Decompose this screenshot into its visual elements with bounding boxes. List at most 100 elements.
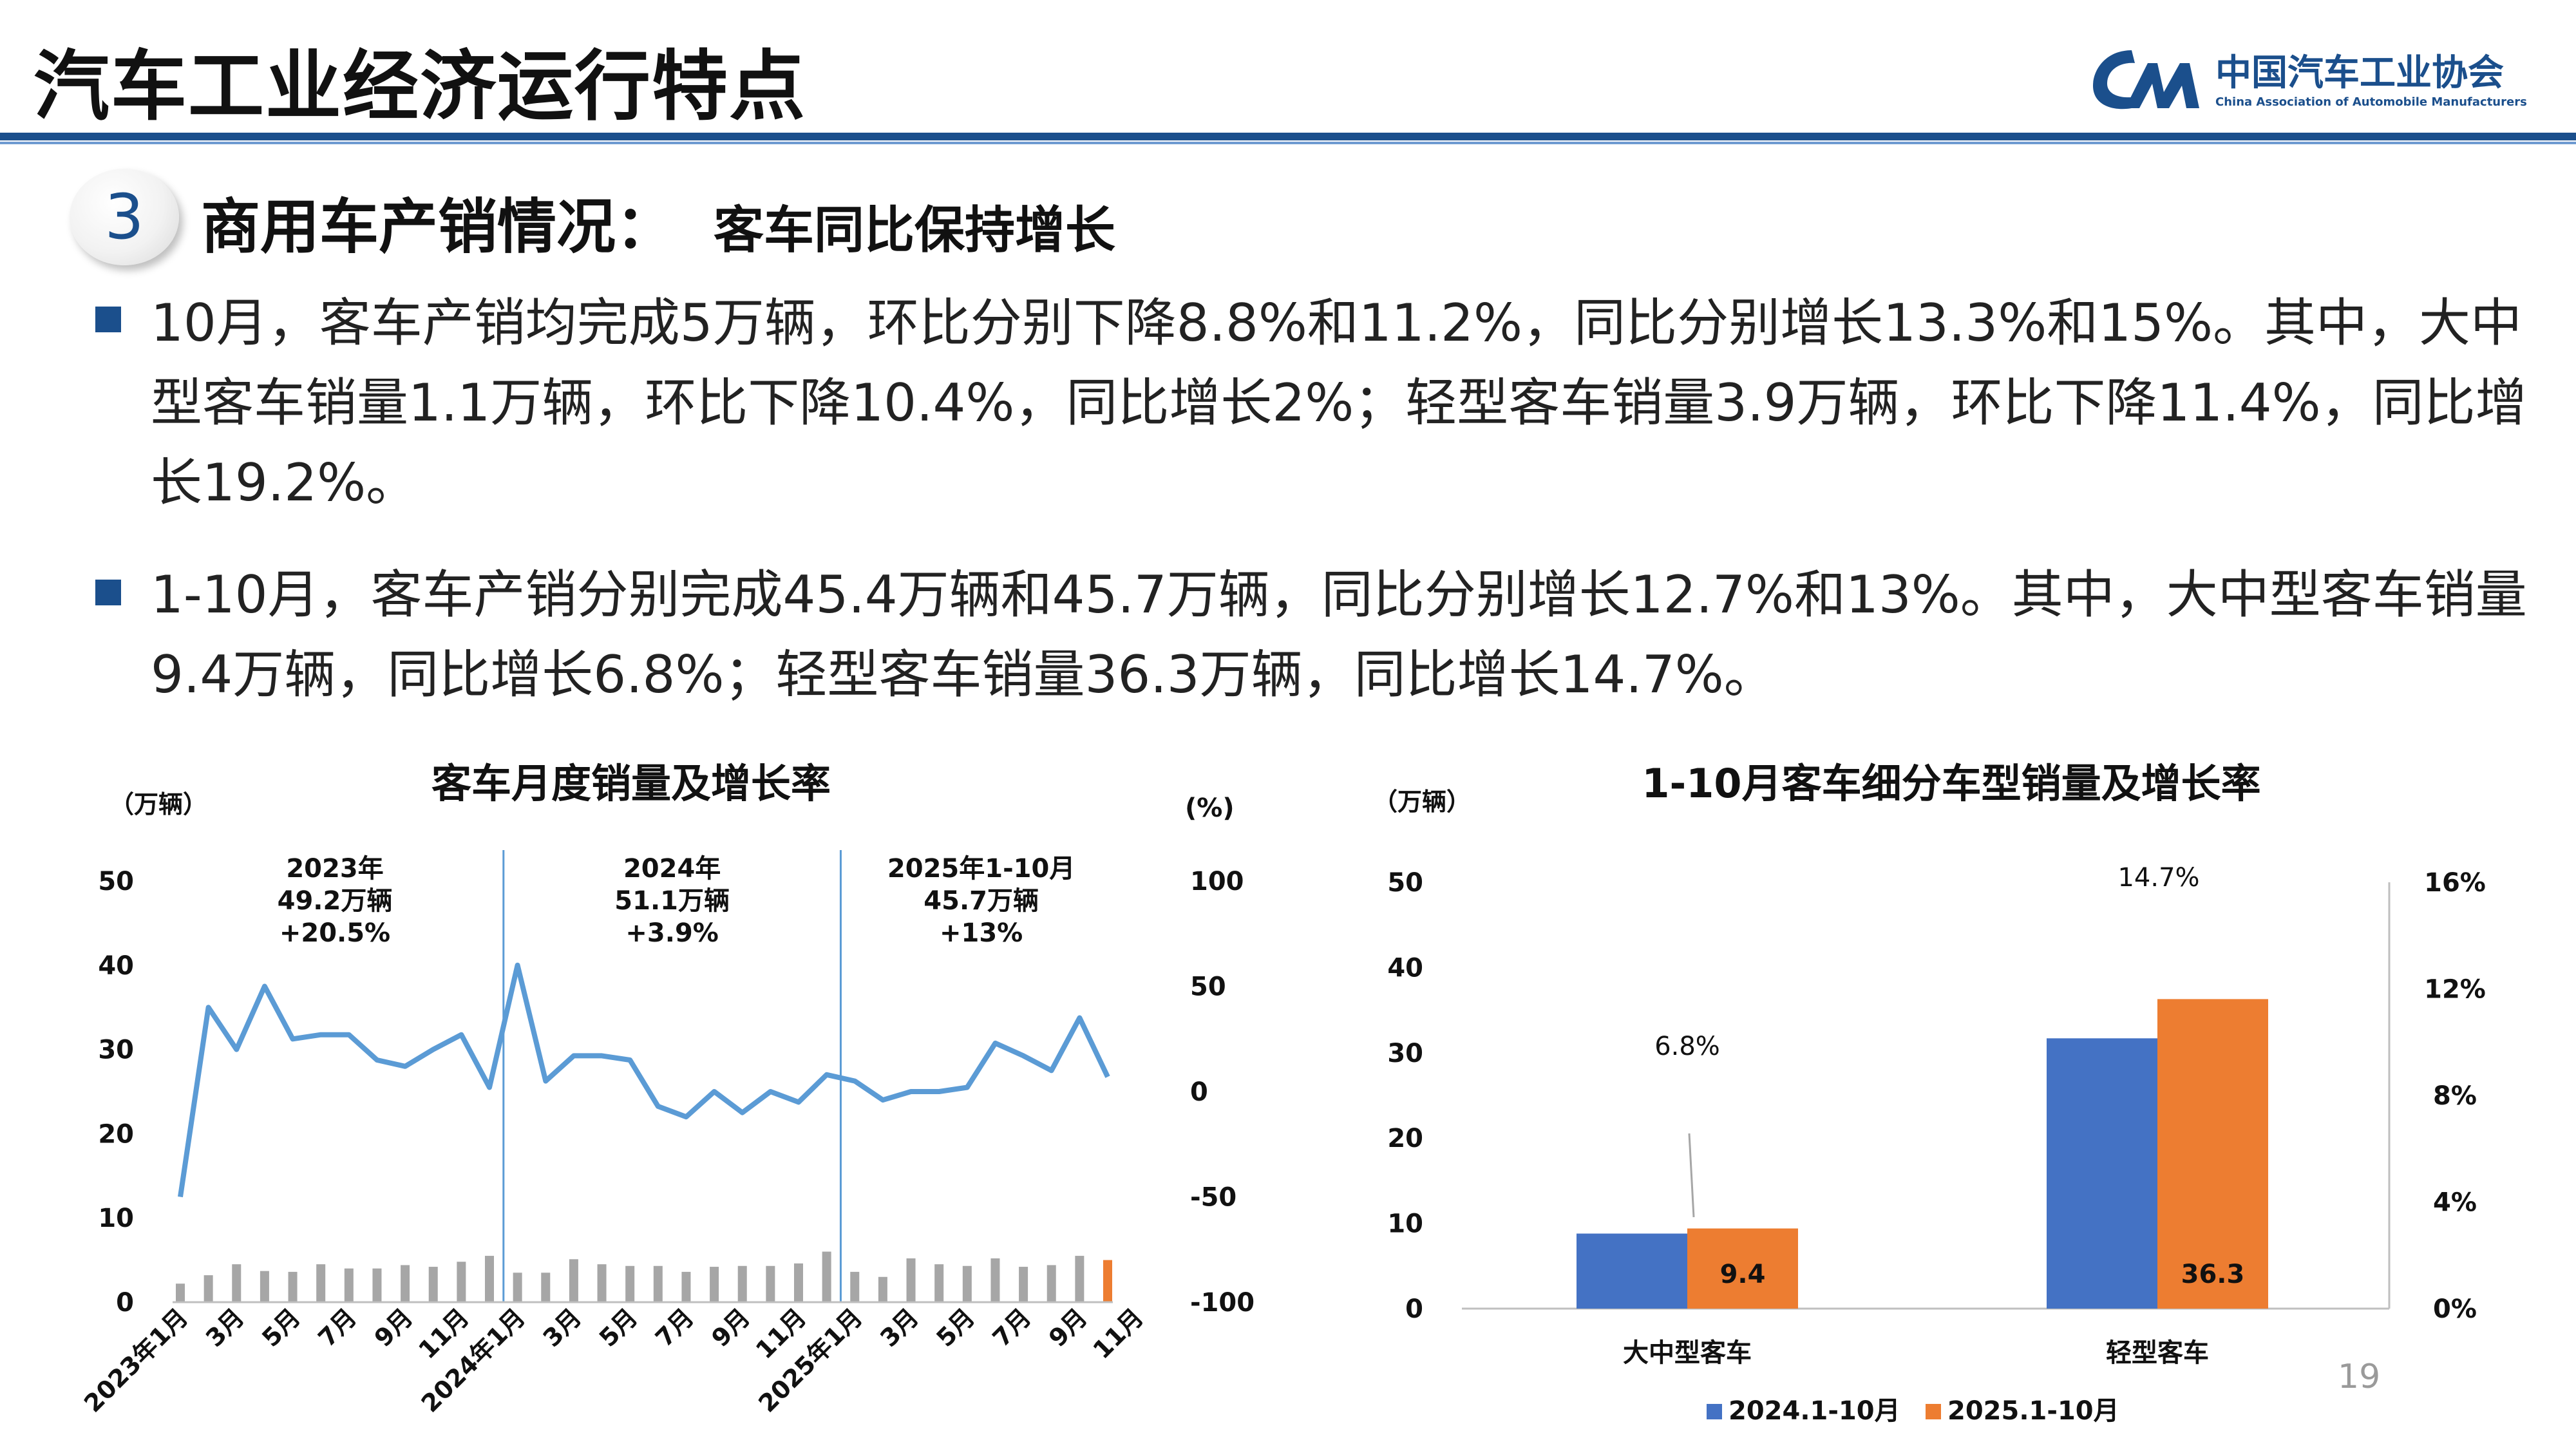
y-tick-right: 16% [2424,868,2486,898]
y-tick-left: 50 [1387,868,1423,898]
y-tick-right: 8% [2433,1081,2477,1111]
y-tick-left: 10 [1387,1209,1423,1239]
y-tick-left: 30 [1387,1039,1423,1068]
y-tick-right: 0% [2433,1294,2477,1324]
x-tick-label: 7月 [987,1303,1037,1352]
growth-label: 6.8% [1654,1032,1720,1061]
monthly-sales-bar [541,1273,551,1302]
monthly-sales-bar [204,1275,213,1302]
header-divider [0,133,2576,140]
x-tick-label: 7月 [312,1303,362,1352]
segment-sales-chart: 1-10月客车细分车型销量及增长率 （万辆） 50 40 30 20 10 0 16% 12… [1373,760,2486,1426]
monthly-sales-bar [288,1271,298,1302]
y-tick-left: 10 [98,1204,134,1233]
bullet-paragraph: 10月，客车产销均完成5万辆，环比分别下降8.8%和11.2%，同比分别增长13… [151,293,2527,513]
x-tick-label: 3月 [200,1303,250,1352]
monthly-sales-bar [232,1264,242,1302]
monthly-sales-bar [653,1265,663,1302]
x-tick-label: 5月 [594,1303,643,1352]
year-annotation-line3: +13% [940,918,1023,948]
bullet-paragraph: 1-10月，客车产销分别完成45.4万辆和45.7万辆，同比分别增长12.7%和… [151,565,2527,705]
y-tick-right: 4% [2433,1188,2477,1218]
y-tick-left: 20 [98,1119,134,1149]
y-tick-left: 50 [98,867,134,896]
monthly-sales-bar [372,1268,382,1302]
legend-label: 2024.1-10月 [1728,1396,1900,1426]
year-annotation-line2: 49.2万辆 [278,886,393,916]
year-annotation-line2: 51.1万辆 [614,886,730,916]
monthly-sales-bar [906,1258,916,1302]
logo-name: 中国汽车工业协会 [2215,52,2504,94]
x-tick-label: 11月 [1088,1303,1149,1364]
y-tick-right: -100 [1190,1288,1255,1318]
page-title: 汽车工业经济运行特点 [33,42,807,131]
y-tick-right: 50 [1190,972,1226,1002]
y-tick-right: 0 [1190,1077,1208,1107]
x-tick-label: 7月 [650,1303,699,1352]
y-tick-left: 40 [98,951,134,981]
x-tick-label: 9月 [1043,1303,1093,1352]
y-tick-right: -50 [1190,1183,1236,1213]
monthly-sales-bar [625,1265,635,1302]
monthly-sales-bar [176,1283,185,1302]
bar-value-label: 36.3 [2181,1260,2245,1289]
chart-title: 1-10月客车细分车型销量及增长率 [1642,760,2260,807]
year-annotation-line1: 2024年 [623,854,721,884]
x-tick-label: 9月 [369,1303,419,1352]
y-tick-left: 40 [1387,953,1423,983]
monthly-sales-bar [766,1265,775,1302]
monthly-sales-bar [485,1256,494,1302]
leader-line [1688,1133,1695,1218]
logo: 中国汽车工业协会 China Association of Automobile… [2087,37,2527,121]
monthly-sales-bar [513,1273,522,1302]
header-divider-accent [0,142,2576,144]
year-annotation-line1: 2023年 [286,854,383,884]
year-annotation-line3: +20.5% [279,918,390,948]
monthly-sales-bar [1019,1267,1028,1302]
monthly-sales-bar [850,1271,860,1302]
monthly-sales-bar [934,1264,944,1302]
legend-swatch [1707,1404,1722,1419]
monthly-sales-bar [794,1263,803,1302]
y-tick-right: 12% [2424,975,2486,1005]
category-label: 大中型客车 [1623,1338,1752,1368]
x-tick-label: 3月 [538,1303,587,1352]
y-tick-left: 0 [1405,1294,1423,1324]
x-tick-label: 2023年1月 [79,1303,193,1417]
section-subtitle: 客车同比保持增长 [714,202,1116,260]
monthly-sales-bar [990,1258,1000,1302]
growth-rate-line [178,962,1110,1198]
monthly-sales-bar [457,1262,466,1302]
section-number: 3 [104,181,144,253]
monthly-sales-bar [1075,1256,1084,1302]
section-title: 商用车产销情况： [201,193,676,261]
segment-sales-bar [2157,999,2268,1309]
year-annotation-line2: 45.7万辆 [923,886,1039,916]
bullet-marker [95,307,121,332]
legend-label: 2025.1-10月 [1947,1396,2119,1426]
cam-logo-icon [2093,50,2199,109]
segment-sales-bar [1687,1228,1798,1309]
y-tick-left: 30 [98,1036,134,1065]
year-annotation-line1: 2025年1-10月 [887,854,1075,884]
y-tick-left: 0 [116,1288,134,1318]
y-tick-right: 100 [1190,867,1244,896]
x-tick-label: 5月 [931,1303,980,1352]
x-tick-label: 3月 [875,1303,924,1352]
monthly-sales-bar [428,1267,438,1302]
monthly-sales-bar [1103,1260,1112,1302]
growth-label: 14.7% [2117,863,2199,893]
x-tick-label: 9月 [706,1303,755,1352]
x-tick-label: 5月 [256,1303,306,1352]
segment-sales-bar [1577,1233,1687,1309]
monthly-sales-bar [822,1251,831,1302]
monthly-sales-bar [260,1271,269,1302]
chart-title: 客车月度销量及增长率 [431,760,831,807]
bullet-marker [95,580,121,605]
y-axis-label-left: （万辆） [109,790,207,819]
logo-english: China Association of Automobile Manufact… [2215,95,2527,109]
monthly-sales-bar [681,1271,691,1302]
monthly-sales-bar [597,1264,607,1302]
year-annotation-line3: +3.9% [625,918,718,948]
